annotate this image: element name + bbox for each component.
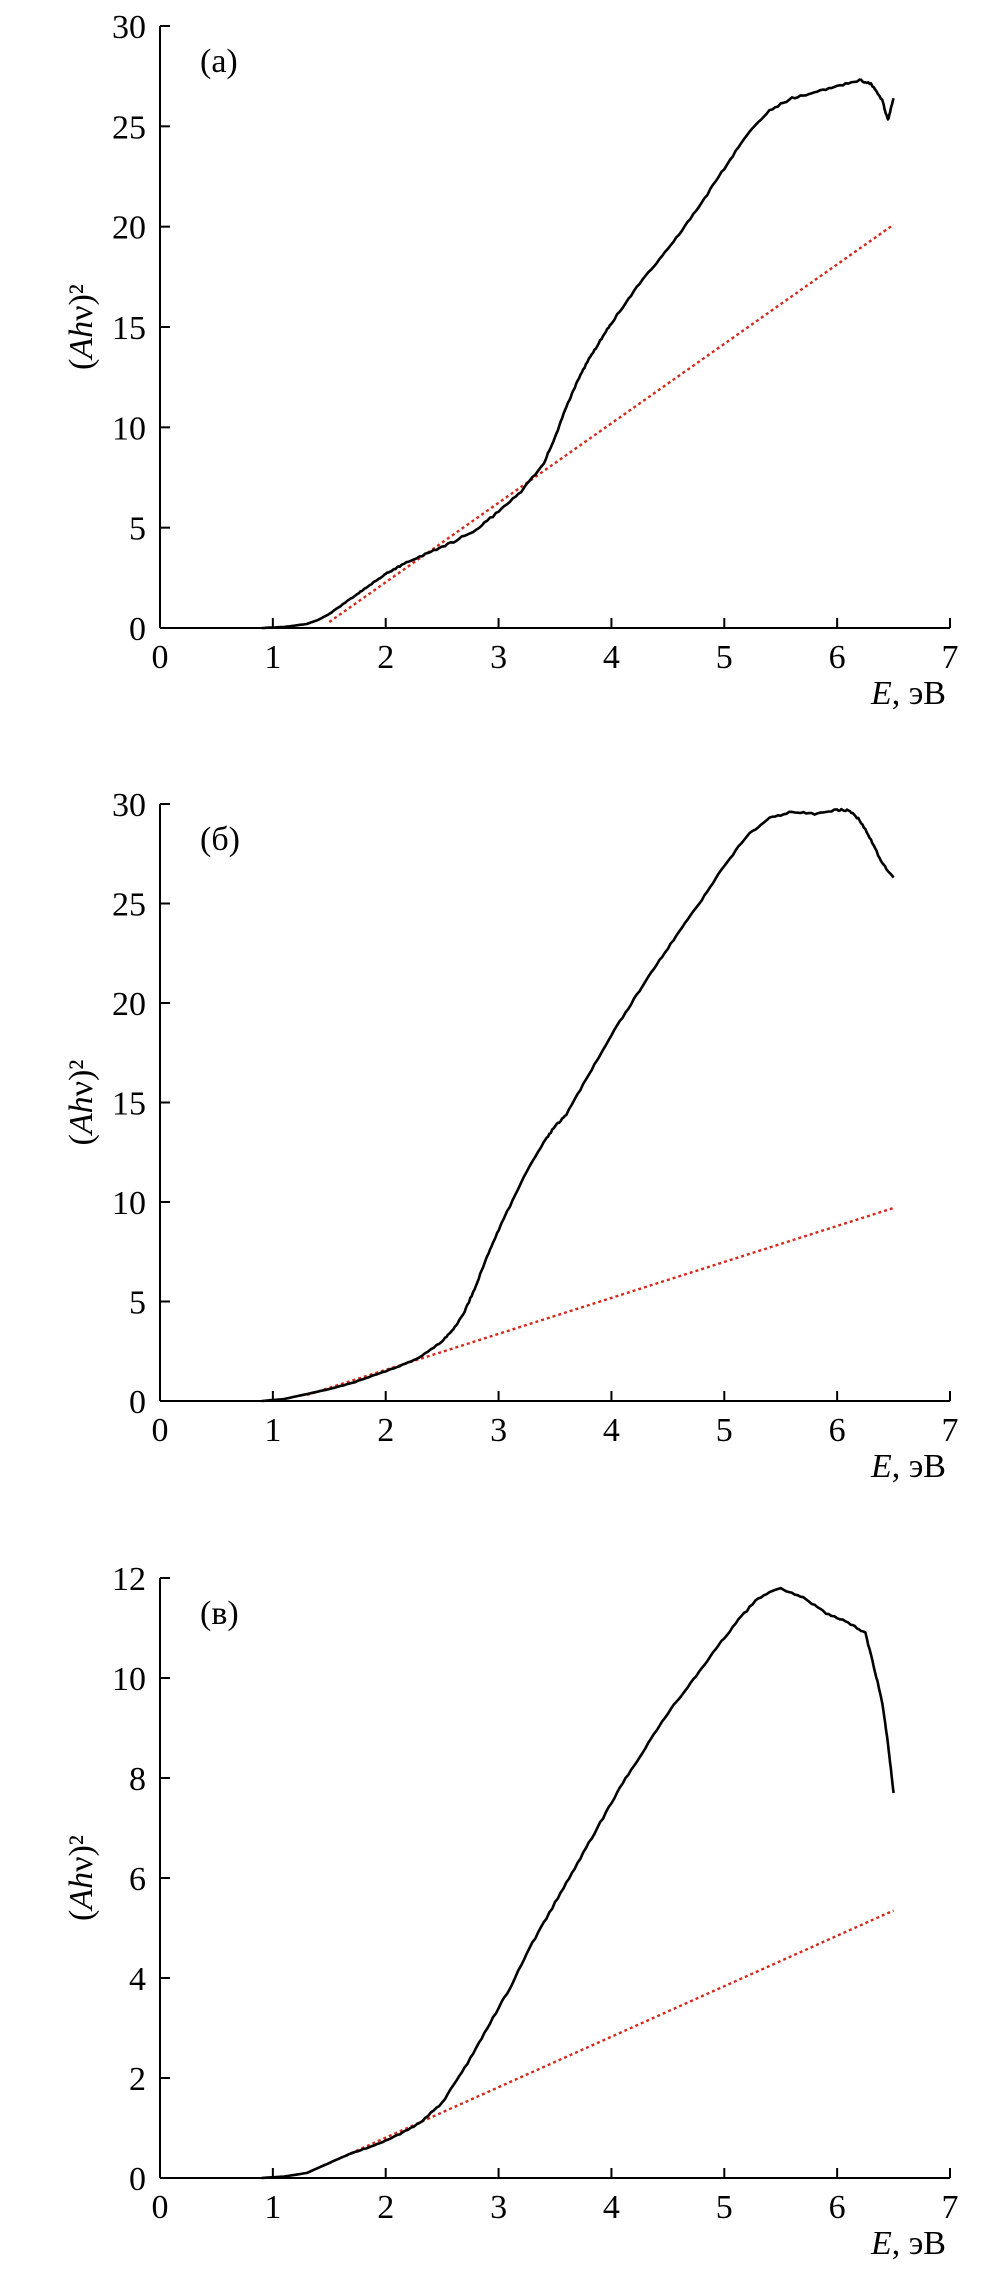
x-axis-title: E, эВ [870,1448,946,1485]
x-tick-label: 6 [829,1412,846,1449]
x-tick-label: 0 [152,639,169,676]
series-line-1 [261,78,895,630]
y-tick-label: 8 [129,1761,146,1798]
x-tick-label: 7 [942,639,959,676]
y-tick-label: 12 [112,1561,146,1598]
x-tick-label: 7 [942,1412,959,1449]
y-tick-label: 15 [112,1086,146,1123]
y-tick-label: 2 [129,2061,146,2098]
y-tick-label: 10 [112,1185,146,1222]
series-line-1 [261,807,895,1403]
panel-label: (а) [200,43,238,80]
x-tick-label: 2 [377,639,394,676]
panel-label: (в) [200,1595,239,1632]
y-tick-label: 0 [129,1384,146,1421]
x-tick-label: 1 [264,1412,281,1449]
y-axis-title: (Ahν)² [63,284,100,370]
x-tick-label: 4 [603,1412,620,1449]
y-tick-label: 20 [112,986,146,1023]
fit-line [328,223,895,623]
y-tick-label: 30 [112,787,146,824]
x-tick-label: 0 [152,2189,169,2226]
y-tick-label: 5 [129,511,146,548]
x-tick-label: 5 [716,639,733,676]
x-tick-label: 1 [264,2189,281,2226]
y-tick-label: 6 [129,1861,146,1898]
x-tick-label: 4 [603,2189,620,2226]
x-tick-label: 2 [377,2189,394,2226]
y-tick-label: 0 [129,611,146,648]
fit-line [306,1909,895,2175]
chart-panel-1: 0 1 2 3 4 5 6 7 0 5 10 15 20 25 30 (а) E, эВ (Ahν)² [63,9,959,712]
x-tick-label: 0 [152,1412,169,1449]
x-tick-label: 5 [716,1412,733,1449]
x-tick-label: 6 [829,2189,846,2226]
x-tick-label: 4 [603,639,620,676]
x-axis-title: E, эВ [870,2225,946,2262]
y-tick-label: 5 [129,1285,146,1322]
x-tick-label: 6 [829,639,846,676]
x-tick-label: 3 [490,2189,507,2226]
x-tick-label: 1 [264,639,281,676]
y-axis-title: (Ahν)² [63,1835,100,1921]
x-tick-label: 2 [377,1412,394,1449]
x-tick-label: 5 [716,2189,733,2226]
x-tick-label: 7 [942,2189,959,2226]
x-axis-title: E, эВ [870,675,946,712]
x-tick-label: 3 [490,1412,507,1449]
y-tick-label: 4 [129,1961,146,1998]
series-line-1 [261,1586,895,2180]
y-tick-label: 15 [112,310,146,347]
x-tick-label: 3 [490,639,507,676]
y-tick-label: 25 [112,109,146,146]
y-tick-label: 10 [112,410,146,447]
y-tick-label: 25 [112,887,146,924]
y-tick-label: 30 [112,9,146,46]
panel-label: (б) [200,821,240,858]
y-tick-label: 10 [112,1661,146,1698]
y-tick-label: 0 [129,2161,146,2198]
y-axis-title: (Ahν)² [63,1060,100,1146]
chart-panel-2: 0 1 2 3 4 5 6 7 0 5 10 15 20 25 30 (б) E, эВ (Ahν)² [63,787,959,1485]
y-tick-label: 20 [112,210,146,247]
